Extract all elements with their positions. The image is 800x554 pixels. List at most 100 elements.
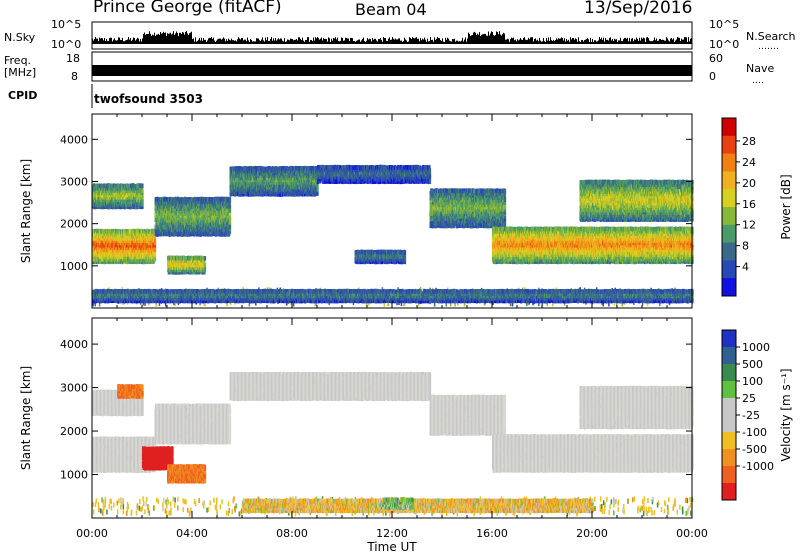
sky-noise-mark xyxy=(257,38,258,44)
sky-noise-mark xyxy=(207,40,208,44)
sky-noise-mark xyxy=(480,36,481,44)
sky-noise-mark xyxy=(211,37,212,44)
sky-noise-mark xyxy=(490,33,491,44)
sky-noise-mark xyxy=(613,41,614,44)
sky-noise-mark xyxy=(410,38,411,44)
sky-noise-mark xyxy=(359,40,360,45)
sky-noise-mark xyxy=(602,40,603,44)
sky-noise-mark xyxy=(444,42,445,44)
sky-noise-mark xyxy=(102,38,103,44)
sky-noise-mark xyxy=(522,40,523,44)
sky-noise-mark xyxy=(645,42,646,44)
sky-noise-mark xyxy=(423,40,424,45)
sky-noise-mark xyxy=(581,40,582,44)
sky-noise-mark xyxy=(119,38,120,44)
sky-noise-mark xyxy=(384,38,385,44)
sky-noise-mark xyxy=(314,41,315,45)
sky-noise-mark xyxy=(426,42,427,44)
sky-noise-mark xyxy=(517,39,518,44)
sky-noise-mark xyxy=(215,42,216,44)
sky-noise-mark xyxy=(459,41,460,44)
sky-noise-mark xyxy=(503,33,504,44)
sky-noise-mark xyxy=(629,38,630,44)
sky-noise-mark xyxy=(143,34,144,44)
sky-noise-mark xyxy=(136,39,137,44)
sky-noise-mark xyxy=(615,40,616,45)
sky-noise-mark xyxy=(682,40,683,44)
sky-noise-mark xyxy=(499,31,500,44)
sky-noise-mark xyxy=(353,41,354,44)
sky-noise-mark xyxy=(430,37,431,44)
sky-noise-mark xyxy=(104,38,105,44)
sky-noise-mark xyxy=(654,38,655,45)
sky-noise-mark xyxy=(578,37,579,44)
sky-noise-mark xyxy=(520,38,521,44)
sky-noise-mark xyxy=(295,40,296,44)
sky-noise-mark xyxy=(237,39,238,44)
sky-noise-mark xyxy=(606,40,607,44)
sky-noise-mark xyxy=(450,41,451,44)
sky-noise-mark xyxy=(269,41,270,44)
sky-noise-mark xyxy=(189,33,190,44)
sky-noise-mark xyxy=(632,38,633,44)
sky-noise-mark xyxy=(212,39,213,44)
sky-noise-mark xyxy=(624,38,625,44)
sky-noise-mark xyxy=(596,42,597,44)
sky-noise-mark xyxy=(306,40,307,44)
sky-noise-mark xyxy=(636,38,637,44)
sky-noise-mark xyxy=(404,38,405,44)
sky-noise-mark xyxy=(159,35,160,44)
sky-noise-mark xyxy=(203,38,204,44)
sky-noise-mark xyxy=(399,38,400,44)
sky-noise-mark xyxy=(589,42,590,44)
sky-noise-mark xyxy=(205,40,206,44)
sky-noise-mark xyxy=(231,39,232,44)
sky-noise-mark xyxy=(519,40,520,44)
sky-noise-mark xyxy=(512,38,513,44)
sky-noise-mark xyxy=(461,41,462,44)
sky-noise-mark xyxy=(357,40,358,44)
sky-noise-mark xyxy=(141,42,142,45)
sky-noise-mark xyxy=(147,34,148,44)
sky-noise-mark xyxy=(555,40,556,44)
sky-noise-mark xyxy=(161,34,162,44)
sky-noise-mark xyxy=(187,34,188,45)
sky-noise-mark xyxy=(221,40,222,44)
sky-noise-mark xyxy=(501,36,502,45)
sky-noise-mark xyxy=(238,37,239,44)
sky-noise-mark xyxy=(473,33,474,45)
sky-noise-mark xyxy=(252,42,253,45)
sky-noise-mark xyxy=(587,38,588,44)
sky-noise-mark xyxy=(336,39,337,44)
sky-noise-mark xyxy=(94,39,95,44)
sky-noise-mark xyxy=(305,40,306,44)
sky-noise-mark xyxy=(286,41,287,44)
sky-noise-mark xyxy=(139,41,140,44)
sky-noise-mark xyxy=(347,39,348,45)
sky-noise-mark xyxy=(142,39,143,45)
sky-noise-mark xyxy=(599,37,600,44)
sky-noise-mark xyxy=(478,35,479,44)
sky-noise-mark xyxy=(302,38,303,44)
sky-noise-mark xyxy=(134,38,135,44)
sky-noise-mark xyxy=(188,35,189,44)
sky-noise-mark xyxy=(376,40,377,44)
sky-noise-mark xyxy=(219,39,220,44)
sky-noise-mark xyxy=(154,33,155,44)
sky-noise-mark xyxy=(437,37,438,44)
sky-noise-mark xyxy=(370,39,371,44)
sky-noise-mark xyxy=(304,42,305,44)
sky-noise-mark xyxy=(272,41,273,44)
sky-noise-mark xyxy=(530,37,531,44)
sky-noise-mark xyxy=(183,33,184,44)
sky-noise-mark xyxy=(673,38,674,44)
sky-noise-mark xyxy=(395,39,396,44)
sky-noise-mark xyxy=(319,40,320,44)
sky-noise-mark xyxy=(681,39,682,44)
sky-noise-mark xyxy=(251,40,252,44)
sky-noise-mark xyxy=(170,33,171,44)
sky-noise-mark xyxy=(132,40,133,44)
sky-noise-mark xyxy=(537,40,538,44)
sky-noise-mark xyxy=(541,42,542,44)
sky-noise-mark xyxy=(151,36,152,44)
